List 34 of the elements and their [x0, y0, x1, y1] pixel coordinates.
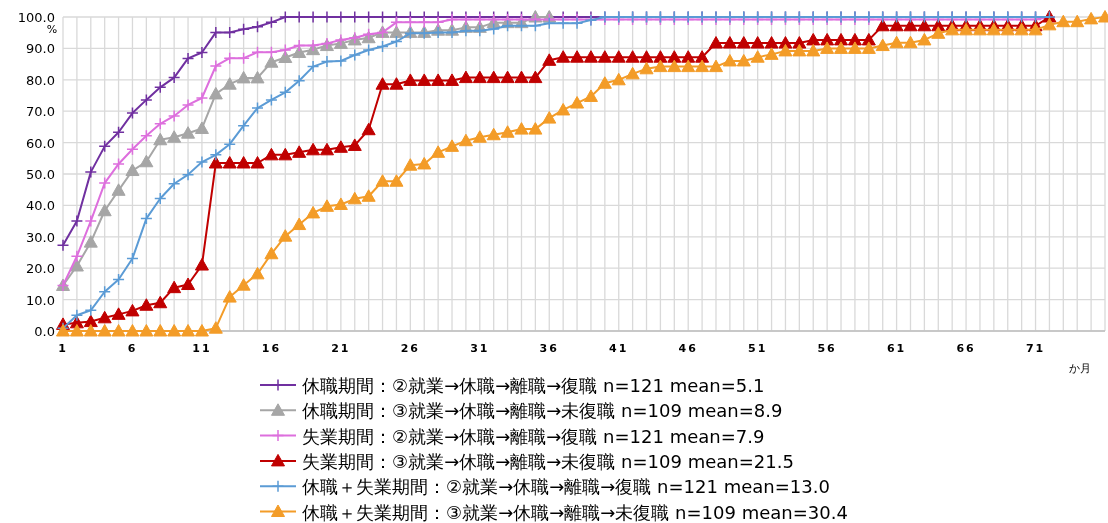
y-tick-label: 80.0	[26, 72, 55, 88]
x-tick-label: 21	[331, 342, 351, 355]
x-tick-label: 71	[1025, 342, 1046, 355]
legend-label: 失業期間：②就業→休職→離職→復職 n=121 mean=7.9	[302, 425, 765, 447]
legend-label: 休職＋失業期間：③就業→休職→離職→未復職 n=109 mean=30.4	[302, 501, 848, 523]
x-tick-label: 66	[956, 342, 976, 355]
y-tick-label: 90.0	[26, 41, 55, 57]
x-tick-label: 56	[817, 342, 837, 355]
x-tick-label: 26	[400, 342, 420, 355]
y-tick-label: 60.0	[26, 135, 55, 151]
x-tick-label: 1	[58, 342, 68, 355]
legend-label: 失業期間：③就業→休職→離職→未復職 n=109 mean=21.5	[302, 450, 794, 472]
x-tick-label: 16	[261, 342, 282, 355]
y-tick-label: 0.0	[34, 324, 55, 339]
x-tick-label: 11	[192, 342, 212, 355]
x-tick-label: 46	[678, 342, 698, 355]
legend-label: 休職＋失業期間：②就業→休職→離職→復職 n=121 mean=13.0	[302, 476, 830, 498]
x-tick-label: 36	[539, 342, 559, 355]
x-tick-label: 31	[470, 342, 490, 355]
y-tick-label: 50.0	[26, 167, 55, 182]
x-axis-title: か月	[1069, 362, 1091, 375]
legend-label: 休職期間：②就業→休職→離職→復職 n=121 mean=5.1	[302, 375, 765, 396]
y-tick-label: 10.0	[26, 292, 55, 308]
legend-label: 休職期間：③就業→休職→離職→未復職 n=109 mean=8.9	[302, 400, 783, 422]
y-axis-title: %	[46, 23, 58, 36]
y-tick-label: 40.0	[26, 198, 55, 214]
x-tick-label: 61	[886, 342, 907, 355]
x-tick-label: 51	[748, 342, 768, 355]
y-tick-label: 100.0	[17, 10, 55, 25]
x-tick-label: 6	[127, 342, 138, 355]
y-tick-label: 20.0	[26, 261, 55, 277]
y-tick-label: 30.0	[26, 229, 55, 245]
y-tick-label: 70.0	[26, 104, 55, 120]
x-tick-label: 41	[609, 342, 629, 355]
